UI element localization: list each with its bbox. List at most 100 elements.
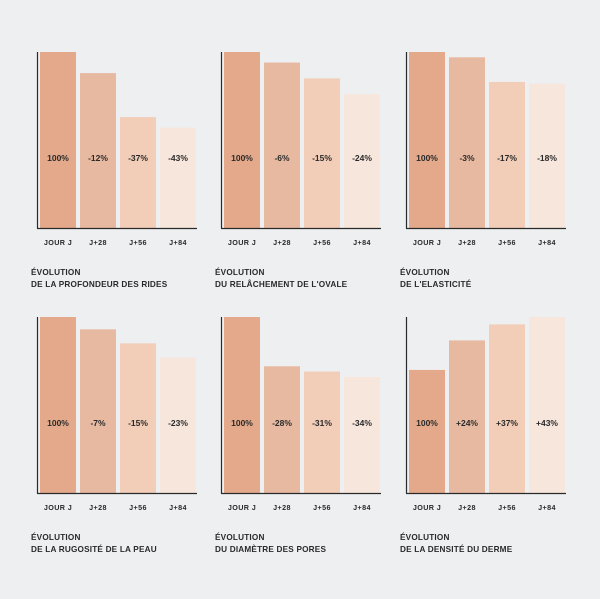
x-tick-label: J+84 xyxy=(169,503,187,512)
bar-value-label: -17% xyxy=(497,153,517,163)
chart-title-line-2: DE LA PROFONDEUR DES RIDES xyxy=(31,280,168,289)
x-tick-label: JOUR J xyxy=(228,503,256,512)
chart-caption: ÉVOLUTION DE L'ELASTICITÉ xyxy=(400,267,590,291)
bar-jour-j xyxy=(409,369,445,493)
x-tick-label: J+84 xyxy=(538,503,556,512)
bar-value-label: -15% xyxy=(312,153,332,163)
x-tick-label: J+56 xyxy=(313,238,331,247)
bar-value-label: +43% xyxy=(536,418,558,428)
chart-title-line-2: DE LA RUGOSITÉ DE LA PEAU xyxy=(31,545,157,554)
bar-j-84 xyxy=(160,357,196,493)
bar-chart: 100% JOUR J -3% J+28 -17% J+56 -18% J+84 xyxy=(405,52,566,247)
bar-value-label: -28% xyxy=(272,418,292,428)
x-tick-label: J+28 xyxy=(273,503,291,512)
x-tick-label: JOUR J xyxy=(413,503,441,512)
x-tick-label: J+84 xyxy=(353,503,371,512)
chart-caption: ÉVOLUTION DU DIAMÈTRE DES PORES xyxy=(215,532,405,556)
bar-value-label: 100% xyxy=(47,418,69,428)
bar-value-label: 100% xyxy=(416,153,438,163)
x-tick-label: J+56 xyxy=(498,503,516,512)
bar-j-84 xyxy=(160,127,196,228)
bar-j-28 xyxy=(80,73,116,229)
bar-chart: 100% JOUR J -7% J+28 -15% J+56 -23% J+84 xyxy=(36,317,197,512)
x-tick-label: J+28 xyxy=(89,503,107,512)
bar-jour-j xyxy=(40,317,76,493)
bar-value-label: -31% xyxy=(312,418,332,428)
bar-chart: 100% JOUR J -12% J+28 -37% J+56 -43% J+84 xyxy=(36,52,197,247)
bar-value-label: 100% xyxy=(416,418,438,428)
x-tick-label: JOUR J xyxy=(44,238,72,247)
chart-title-line-2: DU RELÂCHEMENT DE L'OVALE xyxy=(215,280,348,289)
x-tick-label: J+84 xyxy=(353,238,371,247)
bar-value-label: 100% xyxy=(231,153,253,163)
chart-caption: ÉVOLUTION DE LA DENSITÉ DU DERME xyxy=(400,532,590,556)
bar-jour-j xyxy=(224,317,260,493)
chart-title-line-1: ÉVOLUTION xyxy=(215,268,265,277)
x-tick-label: J+56 xyxy=(129,238,147,247)
bar-j-56 xyxy=(120,117,156,228)
chart-caption: ÉVOLUTION DE LA PROFONDEUR DES RIDES xyxy=(31,267,221,291)
bar-value-label: -15% xyxy=(128,418,148,428)
chart-title-line-2: DU DIAMÈTRE DES PORES xyxy=(215,545,327,554)
bar-j-84 xyxy=(529,317,565,493)
bar-j-84 xyxy=(344,376,380,493)
bar-j-56 xyxy=(304,78,340,229)
chart-title-line-1: ÉVOLUTION xyxy=(31,533,81,542)
bar-value-label: 100% xyxy=(231,418,253,428)
chart-title-line-2: DE L'ELASTICITÉ xyxy=(400,280,472,289)
bar-j-28 xyxy=(80,329,116,493)
bar-j-28 xyxy=(449,340,485,493)
bar-chart: 100% JOUR J -28% J+28 -31% J+56 -34% J+84 xyxy=(220,317,381,512)
x-tick-label: J+56 xyxy=(313,503,331,512)
bar-value-label: -34% xyxy=(352,418,372,428)
chart-title-line-1: ÉVOLUTION xyxy=(31,268,81,277)
bar-value-label: +37% xyxy=(496,418,518,428)
x-tick-label: J+28 xyxy=(273,238,291,247)
bar-value-label: -7% xyxy=(90,418,106,428)
x-tick-label: JOUR J xyxy=(228,238,256,247)
bar-value-label: -23% xyxy=(168,418,188,428)
bar-value-label: -37% xyxy=(128,153,148,163)
bar-value-label: 100% xyxy=(47,153,69,163)
bar-j-84 xyxy=(344,94,380,228)
x-tick-label: JOUR J xyxy=(413,238,441,247)
bar-jour-j xyxy=(40,52,76,228)
chart-panel-1: 100% JOUR J -12% J+28 -37% J+56 -43% J+84 ÉVOLUT… xyxy=(31,52,212,312)
bar-value-label: -24% xyxy=(352,153,372,163)
chart-title-line-1: ÉVOLUTION xyxy=(400,533,450,542)
chart-title-line-1: ÉVOLUTION xyxy=(400,268,450,277)
bar-jour-j xyxy=(409,52,445,228)
bar-j-28 xyxy=(449,57,485,228)
bar-j-84 xyxy=(529,83,565,229)
chart-title-line-2: DE LA DENSITÉ DU DERME xyxy=(400,545,513,554)
chart-title-line-1: ÉVOLUTION xyxy=(215,533,265,542)
x-tick-label: J+84 xyxy=(538,238,556,247)
x-tick-label: J+56 xyxy=(498,238,516,247)
chart-panel-4: 100% JOUR J -7% J+28 -15% J+56 -23% J+84 ÉVOLUTI… xyxy=(31,317,212,577)
chart-panel-5: 100% JOUR J -28% J+28 -31% J+56 -34% J+84 ÉVOLUT… xyxy=(215,317,396,577)
x-tick-label: JOUR J xyxy=(44,503,72,512)
bar-value-label: -12% xyxy=(88,153,108,163)
x-tick-label: J+28 xyxy=(458,503,476,512)
bar-j-28 xyxy=(264,366,300,493)
bar-value-label: -6% xyxy=(274,153,290,163)
bar-j-56 xyxy=(489,81,525,228)
x-tick-label: J+28 xyxy=(458,238,476,247)
chart-panel-2: 100% JOUR J -6% J+28 -15% J+56 -24% J+84 ÉVOLUTI… xyxy=(215,52,396,312)
bar-j-56 xyxy=(304,371,340,493)
chart-panel-6: 100% JOUR J +24% J+28 +37% J+56 +43% J+84 ÉVOLUT… xyxy=(400,317,581,577)
chart-panel-3: 100% JOUR J -3% J+28 -17% J+56 -18% J+84 ÉVOLUTI… xyxy=(400,52,581,312)
bar-chart: 100% JOUR J +24% J+28 +37% J+56 +43% J+84 xyxy=(405,317,566,512)
x-tick-label: J+56 xyxy=(129,503,147,512)
chart-caption: ÉVOLUTION DU RELÂCHEMENT DE L'OVALE xyxy=(215,267,405,291)
bar-value-label: -18% xyxy=(537,153,557,163)
chart-caption: ÉVOLUTION DE LA RUGOSITÉ DE LA PEAU xyxy=(31,532,221,556)
bar-value-label: -3% xyxy=(459,153,475,163)
bar-value-label: +24% xyxy=(456,418,478,428)
bar-j-56 xyxy=(489,324,525,493)
bar-j-56 xyxy=(120,343,156,493)
bar-jour-j xyxy=(224,52,260,228)
x-tick-label: J+28 xyxy=(89,238,107,247)
bar-j-28 xyxy=(264,62,300,229)
x-tick-label: J+84 xyxy=(169,238,187,247)
